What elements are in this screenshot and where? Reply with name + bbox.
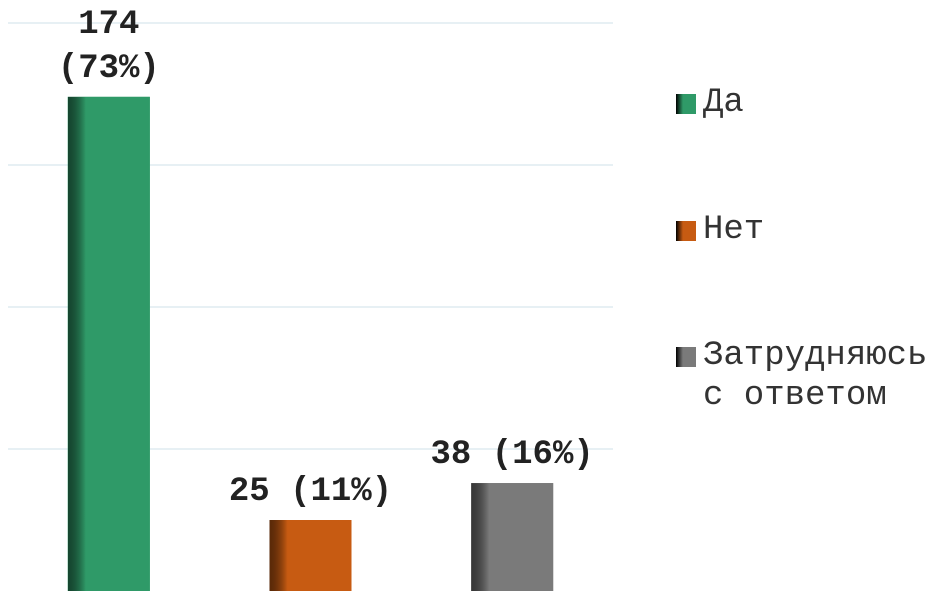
legend-swatch — [676, 94, 696, 114]
value-label: 38 (16%) — [430, 436, 594, 475]
bar-shade — [269, 520, 352, 591]
bar-shade — [67, 96, 150, 591]
value-label: 174 (73%) — [57, 5, 160, 88]
legend-swatch — [676, 221, 696, 241]
legend-label: Нет — [703, 211, 765, 249]
legend-swatch — [676, 347, 696, 367]
value-label: 25 (11%) — [228, 473, 393, 511]
legend-label: Да — [703, 84, 744, 122]
legend-label: Затрудняюсь с ответом — [703, 337, 928, 415]
bar-shade — [471, 483, 554, 591]
